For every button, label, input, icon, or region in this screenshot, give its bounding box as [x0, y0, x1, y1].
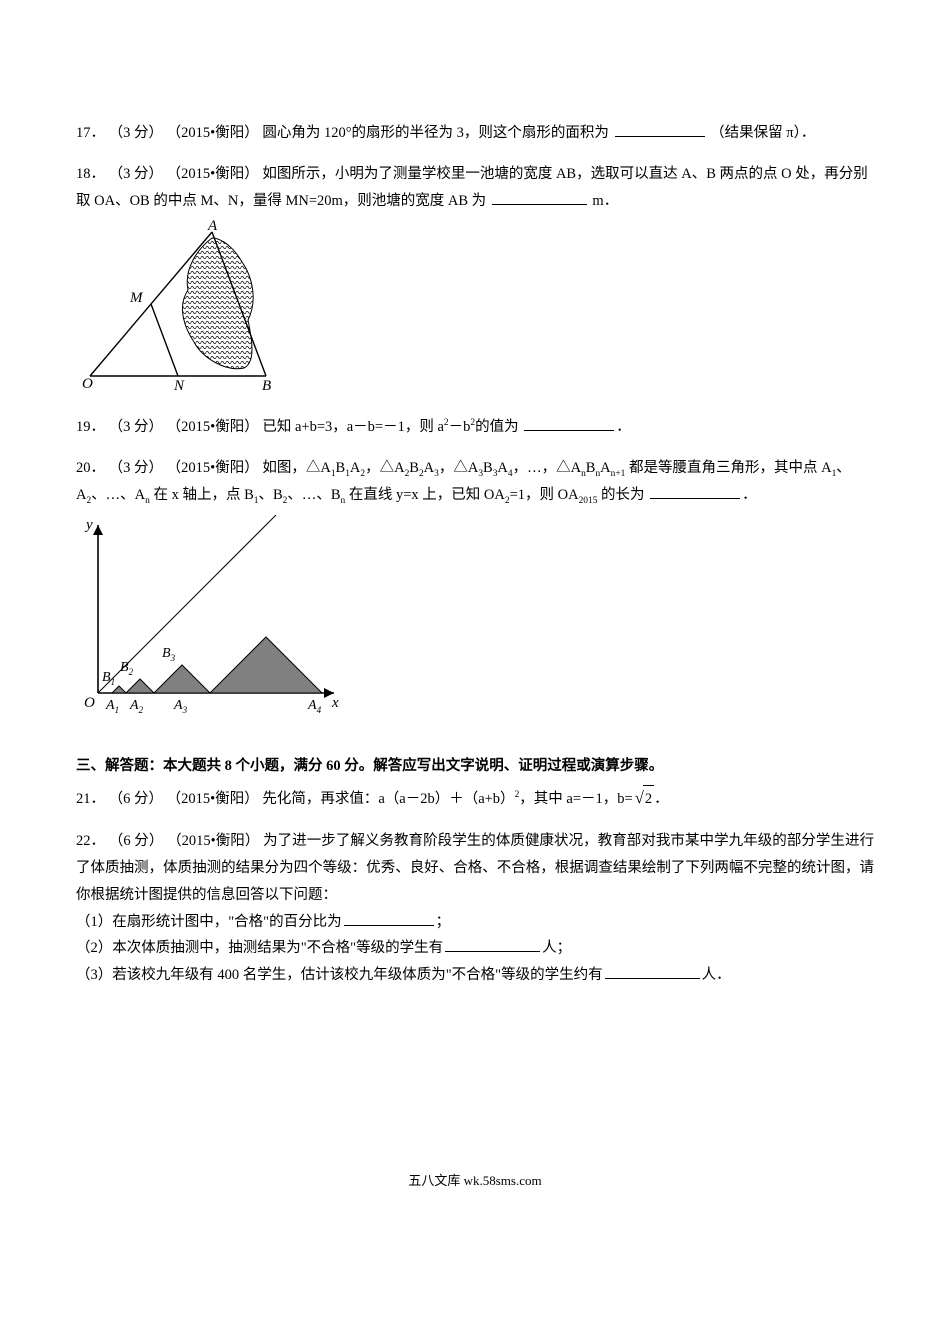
q20-src: （2015•衡阳） [167, 460, 259, 476]
q22-blank1 [344, 910, 434, 926]
q20-tf: A [424, 460, 434, 476]
q22-p1a: （1）在扇形统计图中，"合格"的百分比为 [76, 914, 342, 930]
q20-s12: n+1 [611, 469, 626, 479]
q21-period: ． [654, 791, 669, 807]
q22-src: （2015•衡阳） [167, 833, 259, 849]
q19-text-a: 已知 a+b=3，a－b=－1，则 a [262, 419, 444, 435]
q22-p3a: （3）若该校九年级有 400 名学生，估计该校九年级体质为"不合格"等级的学生约… [76, 967, 603, 983]
q20-O: O [84, 695, 95, 711]
q20-tr: 、…、B [287, 487, 340, 503]
q19-text-c: 的值为 [475, 419, 519, 435]
q22-blank2 [445, 937, 540, 953]
q20-svg: y x O A1 A2 A3 A4 B1 B2 B3 [76, 515, 346, 715]
q20-blank [650, 483, 740, 499]
q22-num: 22． [76, 833, 105, 849]
q22-p2a: （2）本次体质抽测中，抽测结果为"不合格"等级的学生有 [76, 940, 443, 956]
question-22: 22． （6 分） （2015•衡阳） 为了进一步了解义务教育阶段学生的体质健康… [76, 828, 874, 989]
q22-body: 22． （6 分） （2015•衡阳） 为了进一步了解义务教育阶段学生的体质健康… [76, 828, 874, 908]
q21-num: 21． [76, 791, 105, 807]
q17-blank [615, 122, 705, 138]
q19-blank [524, 416, 614, 432]
q22-part2: （2）本次体质抽测中，抽测结果为"不合格"等级的学生有 人； [76, 935, 874, 962]
q22-part1a: （1）在扇形统计图中，"合格"的百分比为 ； [76, 909, 874, 936]
q22-p3b: 人． [702, 967, 731, 983]
q21-pts: （6 分） [109, 791, 163, 807]
q22-part3: （3）若该校九年级有 400 名学生，估计该校九年级体质为"不合格"等级的学生约… [76, 962, 874, 989]
section-3-title: 三、解答题：本大题共 8 个小题，满分 60 分。解答应写出文字说明、证明过程或… [76, 753, 874, 780]
q20-s20: 2015 [579, 496, 598, 506]
question-21: 21． （6 分） （2015•衡阳） 先化简，再求值：a（a－2b）＋（a+b… [76, 783, 874, 814]
q19-src: （2015•衡阳） [167, 419, 259, 435]
question-19: 19． （3 分） （2015•衡阳） 已知 a+b=3，a－b=－1，则 a2… [76, 414, 874, 441]
q20-body: 20． （3 分） （2015•衡阳） 如图，△A1B1A2，△A2B2A3，△… [76, 460, 851, 503]
q20-te: B [409, 460, 419, 476]
q22-p2b: 人； [542, 940, 571, 956]
q20-tm: 都是等腰直角三角形，其中点 A [625, 460, 831, 476]
q18-label-O: O [82, 376, 93, 390]
q20-tq: 、B [259, 487, 283, 503]
q21-body: 21． （6 分） （2015•衡阳） 先化简，再求值：a（a－2b）＋（a+b… [76, 791, 669, 807]
q20-ts: 在直线 y=x 上，已知 OA [345, 487, 505, 503]
q21-text-a: 先化简，再求值：a（a－2b）＋（a+b） [262, 791, 514, 807]
q22-p1b: ； [436, 914, 451, 930]
q20-period: ． [742, 487, 757, 503]
q17-text-a: 圆心角为 120°的扇形的半径为 3，则这个扇形的面积为 [262, 125, 609, 141]
q21-sqrt: 2 [633, 783, 654, 814]
question-20: 20． （3 分） （2015•衡阳） 如图，△A1B1A2，△A2B2A3，△… [76, 455, 874, 724]
q18-pts: （3 分） [109, 166, 163, 182]
q18-label-A: A [207, 220, 218, 234]
q20-tk: B [586, 460, 596, 476]
q20-xlabel: x [331, 695, 339, 711]
q18-label-B: B [262, 378, 271, 390]
q20-pts: （3 分） [109, 460, 163, 476]
q17-body: 17． （3 分） （2015•衡阳） 圆心角为 120°的扇形的半径为 3，则… [76, 125, 815, 141]
q21-rad: 2 [643, 785, 654, 813]
q20-tc: A [350, 460, 360, 476]
q20-tg: ，△A [439, 460, 478, 476]
q18-svg: O N B M A [76, 220, 276, 390]
q19-period: ． [616, 419, 631, 435]
q17-num: 17． [76, 125, 105, 141]
q20-tp: 在 x 轴上，点 B [150, 487, 254, 503]
q17-pts: （3 分） [109, 125, 163, 141]
q20-ta: 如图，△A [262, 460, 330, 476]
q19-body: 19． （3 分） （2015•衡阳） 已知 a+b=3，a－b=－1，则 a2… [76, 419, 631, 435]
question-17: 17． （3 分） （2015•衡阳） 圆心角为 120°的扇形的半径为 3，则… [76, 120, 874, 147]
q20-tb: B [336, 460, 346, 476]
q20-figure: y x O A1 A2 A3 A4 B1 B2 B3 [76, 515, 874, 725]
q20-num: 20． [76, 460, 105, 476]
q18-body: 18． （3 分） （2015•衡阳） 如图所示，小明为了测量学校里一池塘的宽度… [76, 166, 868, 209]
q18-blank [492, 189, 587, 205]
q17-src: （2015•衡阳） [167, 125, 259, 141]
q18-unit: m． [592, 193, 618, 209]
q20-tj: ，…，△A [513, 460, 581, 476]
q18-figure: O N B M A [76, 220, 874, 400]
q20-tt: =1，则 OA [510, 487, 579, 503]
q20-td: ，△A [365, 460, 404, 476]
q18-label-N: N [173, 378, 185, 390]
q20-th: B [483, 460, 493, 476]
q18-label-M: M [129, 290, 144, 306]
q20-ylabel: y [84, 517, 93, 533]
q20-tl: A [600, 460, 610, 476]
q19-pts: （3 分） [109, 419, 163, 435]
q22-pts: （6 分） [109, 833, 164, 849]
q20-tu: 的长为 [597, 487, 644, 503]
q21-src: （2015•衡阳） [167, 791, 259, 807]
q19-text-b: －b [449, 419, 471, 435]
question-18: 18． （3 分） （2015•衡阳） 如图所示，小明为了测量学校里一池塘的宽度… [76, 161, 874, 400]
q19-num: 19． [76, 419, 105, 435]
q20-ti: A [497, 460, 507, 476]
q18-src: （2015•衡阳） [167, 166, 259, 182]
q22-blank3 [605, 964, 700, 980]
q17-text-b: （结果保留 π）． [710, 125, 815, 141]
q21-text-b: ，其中 a=－1，b= [519, 791, 632, 807]
q20-to: 、…、A [91, 487, 145, 503]
page-footer: 五八文库 wk.58sms.com [76, 1169, 874, 1193]
q18-num: 18． [76, 166, 105, 182]
exam-page: 17． （3 分） （2015•衡阳） 圆心角为 120°的扇形的半径为 3，则… [0, 0, 950, 1253]
